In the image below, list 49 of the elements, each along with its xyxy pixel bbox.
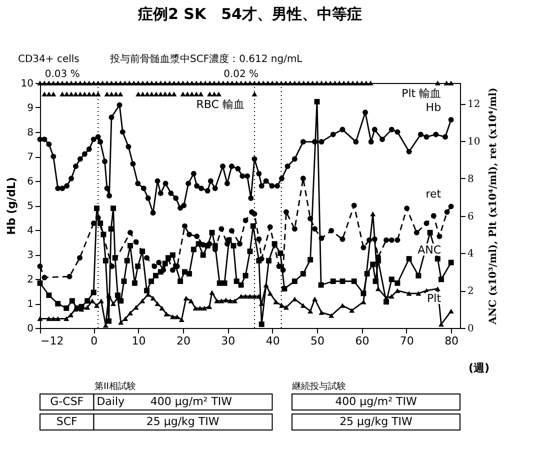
y-tick-label: 1	[27, 299, 34, 310]
y2-tick-label: 10	[468, 136, 480, 148]
text: G-CSF	[50, 395, 84, 408]
y-tick-label: 10	[20, 78, 34, 90]
x-tick-label: 50	[310, 334, 325, 348]
y-tick-label: 7	[27, 152, 34, 163]
x-tick-label: 70	[400, 334, 414, 348]
series-label: Plt 輸血	[402, 87, 442, 100]
y2-tick-label: 4	[468, 248, 474, 260]
annotation: 0.03 %	[44, 69, 80, 80]
annotation: 0.02 %	[224, 69, 259, 80]
y-tick-label: 6	[27, 176, 34, 188]
x-tick-label: 30	[221, 334, 236, 348]
x-tick-label: −12	[40, 334, 64, 348]
y2-tick-label: 0	[468, 324, 474, 334]
y2-tick-label: 2	[468, 286, 474, 298]
text: 第II相試験	[94, 381, 136, 392]
series-label: RBC 輸血	[196, 98, 244, 112]
y2-tick-label: 8	[468, 174, 474, 185]
y2-axis-title: ANC (x10³/ml), Plt (x10⁴/ml), ret (x10⁴/ml)	[488, 88, 500, 326]
chart-title: 症例2 SK 54才、男性、中等症	[137, 5, 362, 23]
text: 投与前骨髄血漿中SCF濃度：0.612 ng/mL	[109, 53, 303, 65]
y-tick-label: 3	[27, 250, 34, 261]
x-tick-label: 10	[132, 334, 146, 348]
x-tick-label: 40	[266, 334, 280, 348]
y-tick-label: 0	[27, 324, 34, 334]
x-tick-label: 20	[176, 334, 190, 348]
y-tick-label: 2	[27, 274, 34, 286]
text: 25 µg/kg TIW	[146, 415, 220, 428]
text: 400 µg/m² TIW	[335, 395, 417, 408]
series-label: Hb	[426, 100, 442, 114]
series-label: ret	[426, 187, 442, 200]
x-tick-label: 60	[355, 334, 370, 348]
y-tick-label: 5	[27, 201, 34, 212]
y2-tick-label: 6	[468, 211, 474, 222]
y-tick-label: 4	[27, 226, 34, 236]
y-axis-title: Hb (g/dL)	[4, 177, 18, 235]
x-tick-label: 80	[444, 334, 459, 348]
y-tick-label: 9	[27, 103, 34, 114]
x-tick-label: 0	[90, 334, 98, 348]
text: 400 µg/m² TIW	[150, 395, 232, 408]
text: Daily	[96, 395, 126, 408]
text: SCF	[56, 415, 78, 428]
text: CD34+ cells	[18, 54, 80, 65]
text: 継続投与試験	[291, 381, 346, 392]
y-tick-label: 8	[27, 128, 34, 138]
x-axis-title: (週)	[468, 362, 490, 374]
y2-tick-label: 12	[468, 99, 480, 110]
text: 25 µg/kg TIW	[340, 415, 413, 428]
